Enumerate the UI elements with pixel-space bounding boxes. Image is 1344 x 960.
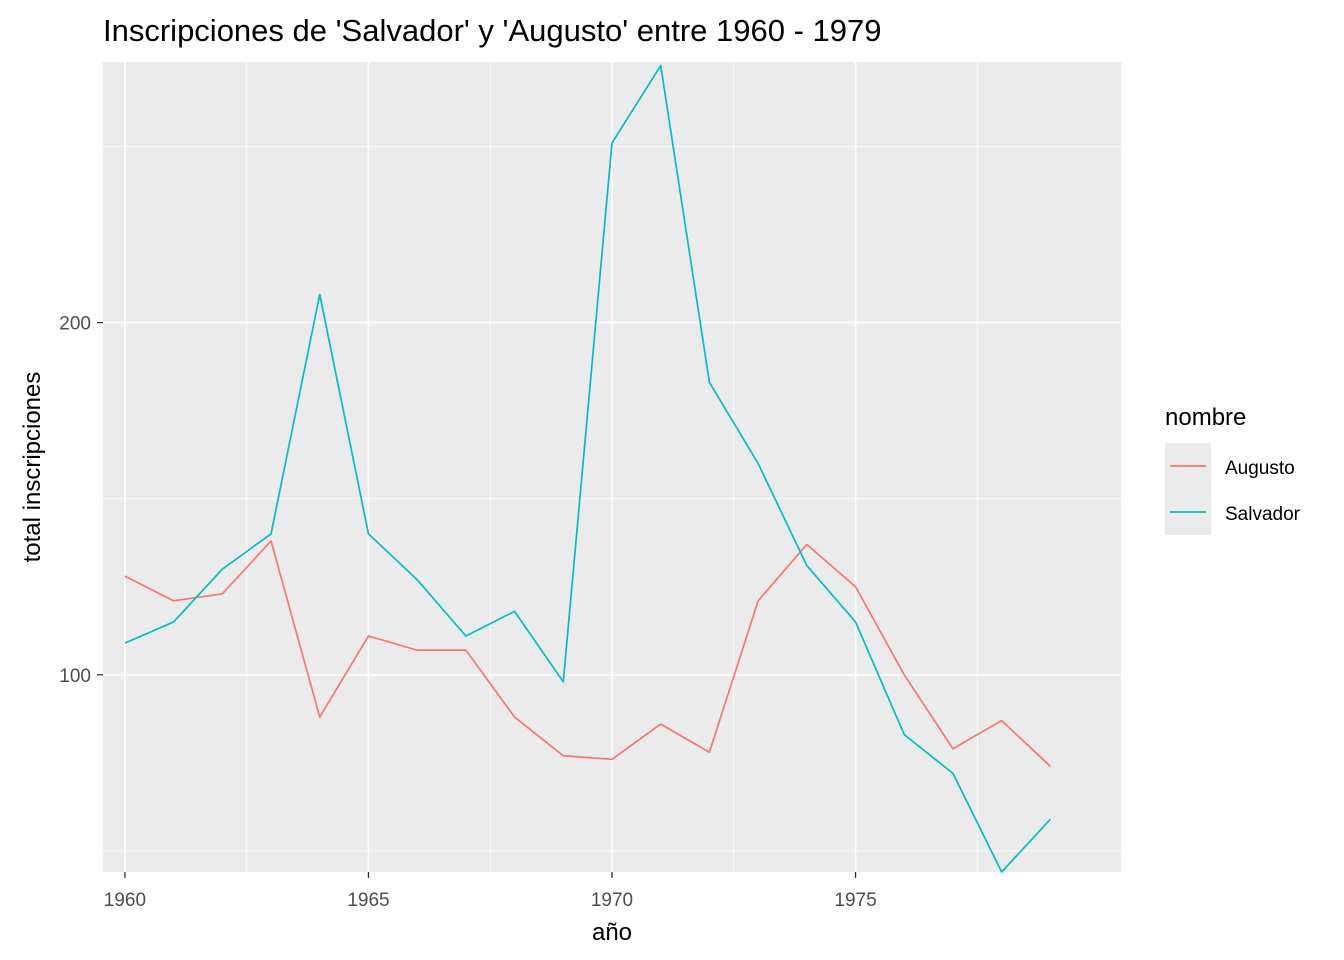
legend-title: nombre [1165, 404, 1246, 431]
x-tick-label: 1965 [347, 890, 389, 911]
series-line-salvador [124, 64, 1051, 873]
plot-area [103, 62, 1121, 873]
series-line-augusto [124, 540, 1051, 767]
x-tick-label: 1960 [104, 890, 146, 911]
x-tick-label: 1975 [834, 890, 876, 911]
axis-ticks: 1960 1965 1970 1975 100 200 [59, 314, 876, 911]
x-axis-title: año [592, 919, 632, 946]
legend: nombre Augusto Salvador [1165, 404, 1301, 535]
y-axis-title: total inscripciones [19, 372, 46, 563]
y-tick-label: 200 [59, 314, 91, 335]
legend-label-augusto: Augusto [1225, 458, 1295, 479]
legend-label-salvador: Salvador [1225, 504, 1301, 525]
chart-title: Inscripciones de 'Salvador' y 'Augusto' … [103, 13, 881, 48]
y-tick-label: 100 [59, 666, 91, 687]
x-tick-label: 1970 [591, 890, 633, 911]
series-layer [124, 64, 1051, 873]
grid-lines [103, 62, 1121, 872]
